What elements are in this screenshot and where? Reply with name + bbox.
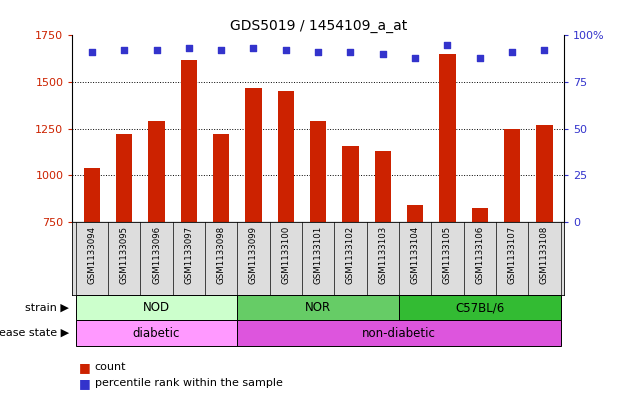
Text: NOR: NOR xyxy=(305,301,331,314)
Text: GSM1133108: GSM1133108 xyxy=(540,226,549,284)
Bar xyxy=(310,121,326,222)
Text: percentile rank within the sample: percentile rank within the sample xyxy=(94,378,282,388)
Text: count: count xyxy=(94,362,126,373)
Text: GSM1133107: GSM1133107 xyxy=(508,226,517,284)
Bar xyxy=(213,134,229,222)
Bar xyxy=(536,125,553,222)
Text: GSM1133096: GSM1133096 xyxy=(152,226,161,284)
Bar xyxy=(399,295,561,320)
Text: GSM1133099: GSM1133099 xyxy=(249,226,258,284)
Text: disease state ▶: disease state ▶ xyxy=(0,328,69,338)
Bar xyxy=(375,151,391,222)
Text: C57BL/6: C57BL/6 xyxy=(455,301,505,314)
Bar xyxy=(76,295,238,320)
Bar xyxy=(246,88,261,222)
Bar xyxy=(76,320,238,346)
Text: GSM1133102: GSM1133102 xyxy=(346,226,355,284)
Title: GDS5019 / 1454109_a_at: GDS5019 / 1454109_a_at xyxy=(229,19,407,33)
Point xyxy=(184,45,194,51)
Bar xyxy=(238,320,561,346)
Point xyxy=(119,47,129,53)
Text: GSM1133106: GSM1133106 xyxy=(475,226,484,284)
Bar xyxy=(504,129,520,222)
Text: non-diabetic: non-diabetic xyxy=(362,327,436,340)
Text: GSM1133103: GSM1133103 xyxy=(378,226,387,284)
Text: GSM1133095: GSM1133095 xyxy=(120,226,129,284)
Text: diabetic: diabetic xyxy=(133,327,180,340)
Point xyxy=(442,42,452,48)
Point xyxy=(248,45,258,51)
Text: GSM1133100: GSM1133100 xyxy=(282,226,290,284)
Text: strain ▶: strain ▶ xyxy=(25,303,69,312)
Point xyxy=(216,47,226,53)
Point xyxy=(410,55,420,61)
Text: GSM1133101: GSM1133101 xyxy=(314,226,323,284)
Text: ■: ■ xyxy=(79,376,94,390)
Bar xyxy=(278,91,294,222)
Bar xyxy=(472,208,488,222)
Point xyxy=(87,49,97,55)
Bar xyxy=(342,145,358,222)
Point xyxy=(475,55,485,61)
Text: GSM1133105: GSM1133105 xyxy=(443,226,452,284)
Text: NOD: NOD xyxy=(143,301,170,314)
Bar xyxy=(149,121,164,222)
Bar xyxy=(116,134,132,222)
Bar xyxy=(407,205,423,222)
Bar xyxy=(439,54,455,222)
Point xyxy=(345,49,355,55)
Text: GSM1133094: GSM1133094 xyxy=(88,226,96,284)
Point xyxy=(151,47,161,53)
Text: GSM1133098: GSM1133098 xyxy=(217,226,226,284)
Text: GSM1133097: GSM1133097 xyxy=(185,226,193,284)
Bar xyxy=(84,168,100,222)
Bar xyxy=(181,60,197,222)
Text: GSM1133104: GSM1133104 xyxy=(411,226,420,284)
Text: ■: ■ xyxy=(79,361,94,374)
Point xyxy=(539,47,549,53)
Point xyxy=(281,47,291,53)
Point xyxy=(378,51,388,57)
Point xyxy=(507,49,517,55)
Point xyxy=(313,49,323,55)
Bar xyxy=(238,295,399,320)
